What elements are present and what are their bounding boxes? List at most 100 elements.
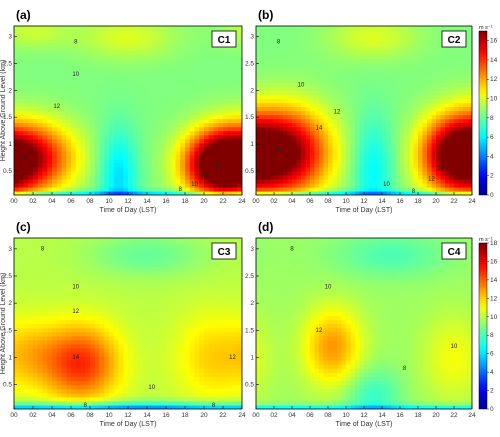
heatmap-cell: [237, 94, 242, 100]
heatmap-cell: [427, 138, 433, 144]
heatmap-cell: [61, 58, 67, 63]
heatmap-cell: [166, 106, 172, 112]
heatmap-cell: [332, 90, 338, 95]
heatmap-cell: [14, 74, 20, 79]
heatmap-cell: [382, 138, 388, 144]
heatmap-cell: [287, 86, 293, 91]
heatmap-cell: [42, 376, 48, 382]
heatmap-cell: [66, 34, 72, 39]
heatmap-cell: [377, 146, 383, 152]
heatmap-cell: [66, 335, 72, 341]
heatmap-cell: [109, 384, 115, 390]
heatmap-cell: [341, 26, 347, 31]
heatmap-cell: [132, 114, 139, 120]
heatmap-cell: [194, 82, 200, 87]
heatmap-cell: [436, 186, 442, 192]
heatmap-cell: [314, 30, 320, 35]
heatmap-cell: [274, 42, 280, 47]
heatmap-cell: [223, 86, 229, 91]
heatmap-cell: [75, 150, 82, 156]
heatmap-cell: [52, 190, 58, 195]
heatmap-cell: [346, 70, 352, 75]
heatmap-cell: [28, 38, 34, 43]
heatmap-cell: [170, 42, 177, 47]
heatmap-cell: [359, 170, 365, 176]
heatmap-cell: [194, 186, 200, 192]
heatmap-cell: [199, 46, 205, 51]
heatmap-cell: [66, 262, 72, 268]
heatmap-cell: [377, 34, 383, 39]
heatmap-cell: [278, 182, 284, 188]
heatmap-cell: [391, 42, 397, 47]
heatmap-cell: [227, 174, 234, 180]
heatmap-cell: [223, 62, 229, 67]
heatmap-cell: [237, 134, 242, 140]
heatmap-cell: [427, 182, 433, 188]
heatmap-cell: [33, 347, 39, 353]
heatmap-cell: [341, 30, 347, 35]
heatmap-cell: [18, 142, 25, 148]
heatmap-cell: [413, 118, 419, 124]
heatmap-cell: [99, 315, 105, 321]
heatmap-cell: [33, 270, 39, 276]
heatmap-cell: [66, 238, 72, 243]
heatmap-cell: [14, 158, 20, 164]
heatmap-cell: [310, 102, 316, 108]
heatmap-cell: [310, 70, 316, 75]
heatmap-cell: [75, 246, 82, 251]
heatmap-cell: [287, 62, 293, 67]
heatmap-cell: [305, 46, 311, 51]
heatmap-cell: [156, 166, 162, 172]
heatmap-cell: [137, 98, 143, 104]
heatmap-cell: [156, 78, 162, 83]
heatmap-cell: [37, 384, 44, 390]
heatmap-cell: [37, 242, 44, 247]
heatmap-cell: [260, 74, 266, 79]
heatmap-cell: [132, 54, 139, 59]
heatmap-cell: [213, 86, 219, 91]
heatmap-cell: [180, 122, 186, 128]
heatmap-cell: [37, 162, 44, 168]
heatmap-cell: [66, 62, 72, 67]
heatmap-cell: [47, 246, 53, 251]
heatmap-cell: [213, 166, 219, 172]
heatmap-cell: [269, 70, 275, 75]
heatmap-cell: [180, 126, 186, 132]
heatmap-cell: [56, 102, 63, 108]
heatmap-cell: [274, 90, 280, 95]
heatmap-cell: [237, 162, 242, 168]
heatmap-cell: [66, 286, 72, 292]
heatmap-cell: [386, 86, 392, 91]
heatmap-cell: [260, 54, 266, 59]
heatmap-cell: [467, 78, 472, 83]
heatmap-cell: [337, 178, 343, 184]
heatmap-cell: [409, 110, 415, 116]
heatmap-cell: [204, 126, 210, 132]
heatmap-cell: [431, 102, 437, 108]
heatmap-cell: [350, 86, 356, 91]
x-tick-label: 16: [396, 198, 404, 205]
heatmap-cell: [161, 182, 167, 188]
heatmap-cell: [337, 90, 343, 95]
heatmap-cell: [194, 90, 200, 95]
heatmap-cell: [436, 98, 442, 104]
heatmap-cell: [113, 170, 120, 176]
heatmap-cell: [90, 278, 96, 284]
heatmap-cell: [189, 122, 196, 128]
heatmap-cell: [185, 186, 191, 192]
heatmap-cell: [274, 134, 280, 140]
heatmap-cell: [66, 242, 72, 247]
heatmap-cell: [355, 26, 361, 31]
heatmap-cell: [301, 102, 307, 108]
heatmap-cell: [377, 50, 383, 55]
heatmap-cell: [382, 30, 388, 35]
heatmap-cell: [14, 190, 20, 195]
heatmap-cell: [391, 66, 397, 71]
heatmap-cell: [71, 70, 77, 75]
heatmap-cell: [156, 26, 162, 31]
heatmap-cell: [292, 30, 298, 35]
heatmap-cell: [175, 118, 181, 124]
heatmap-cell: [386, 142, 392, 148]
heatmap-cell: [75, 50, 82, 55]
heatmap-cell: [332, 114, 338, 120]
